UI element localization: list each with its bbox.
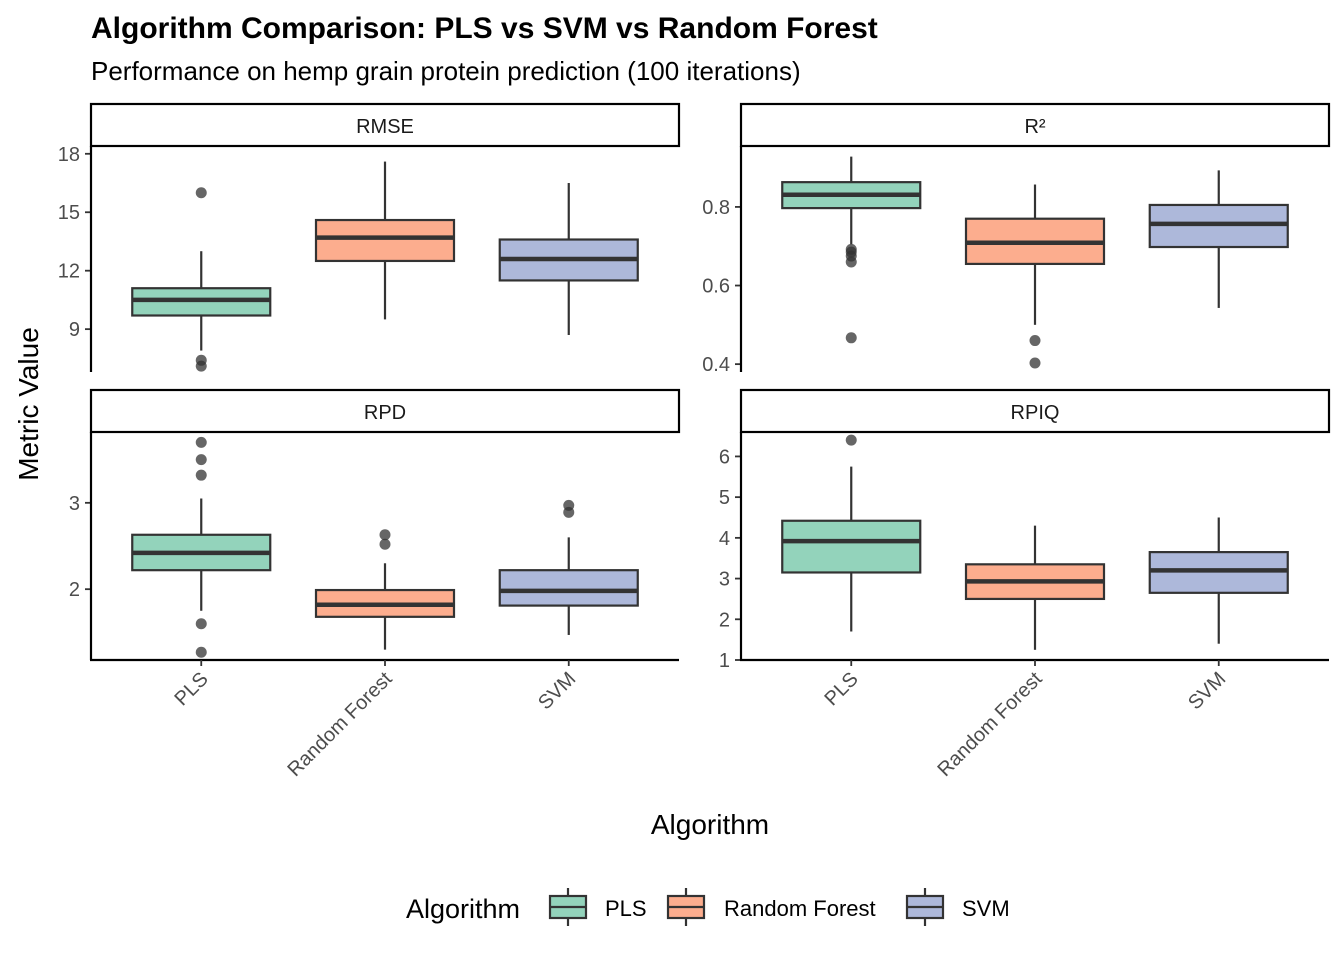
- outlier-point: [845, 332, 857, 344]
- y-axis-title: Metric Value: [13, 327, 44, 481]
- legend-label: Random Forest: [724, 896, 876, 921]
- y-tick-label: 2: [69, 579, 80, 601]
- box-random-forest: [964, 184, 1106, 369]
- x-tick-label: SVM: [1184, 668, 1230, 714]
- legend-entry-random-forest: Random Forest: [666, 888, 876, 926]
- box-random-forest: [314, 529, 456, 650]
- facet-strip-label: RPD: [364, 402, 406, 424]
- x-tick-label: PLS: [820, 668, 862, 710]
- y-tick-label: 2: [719, 609, 730, 631]
- outlier-point: [195, 454, 207, 466]
- y-tick-label: 0.4: [702, 354, 730, 376]
- box-iqr: [498, 569, 639, 607]
- x-axis-ticks: PLS Random Forest SVM PLS Random Forest SVM: [170, 660, 1230, 781]
- facet-r-squared: R² 0.4 0.6 0.8: [702, 102, 1331, 376]
- y-tick-label: 4: [719, 528, 730, 550]
- box-iqr: [781, 519, 922, 574]
- box-svm: [498, 183, 639, 335]
- box-iqr: [314, 218, 456, 263]
- outlier-point: [195, 360, 207, 372]
- legend-entry-pls: PLS: [548, 888, 647, 926]
- chart-title: Algorithm Comparison: PLS vs SVM vs Rand…: [91, 12, 878, 45]
- outlier-point: [379, 529, 391, 541]
- facet-strip: [739, 388, 1331, 434]
- chart-subtitle: Performance on hemp grain protein predic…: [91, 56, 801, 86]
- y-tick-label: 12: [58, 261, 80, 283]
- y-tick-label: 3: [69, 493, 80, 515]
- y-tick-label: 3: [719, 569, 730, 591]
- facet-strip-label: RPIQ: [1011, 402, 1060, 424]
- y-tick-label: 6: [719, 446, 730, 468]
- box-svm: [498, 499, 639, 635]
- facet-rpiq: RPIQ 1 2 3 4 5 6: [719, 388, 1331, 672]
- facet-rpd: RPD 2 3: [69, 388, 681, 662]
- box-pls: [781, 434, 922, 632]
- outlier-point: [195, 618, 207, 630]
- y-tick-label: 0.8: [702, 197, 730, 219]
- box-pls: [131, 187, 272, 372]
- legend-label: PLS: [605, 896, 647, 921]
- y-tick-label: 18: [58, 144, 80, 166]
- outlier-point: [1029, 357, 1041, 369]
- legend: Algorithm PLS Random Forest SVM: [406, 888, 1010, 926]
- legend-label: SVM: [962, 896, 1010, 921]
- box-svm: [1148, 517, 1289, 644]
- y-tick-label: 1: [719, 650, 730, 672]
- facet-strip-label: RMSE: [356, 116, 414, 138]
- y-tick-label: 15: [58, 202, 80, 224]
- outlier-point: [195, 469, 207, 481]
- outlier-point: [845, 434, 857, 446]
- box-svm: [1148, 170, 1289, 308]
- facet-strip: [739, 102, 1331, 148]
- outlier-point: [845, 256, 857, 268]
- x-tick-label: SVM: [534, 668, 580, 714]
- x-tick-label: Random Forest: [284, 668, 397, 781]
- legend-entry-svm: SVM: [905, 888, 1010, 926]
- facet-strip-label: R²: [1024, 116, 1045, 138]
- x-tick-label: PLS: [170, 668, 212, 710]
- y-tick-label: 9: [69, 319, 80, 341]
- box-random-forest: [964, 525, 1106, 650]
- outlier-point: [195, 646, 207, 658]
- outlier-point: [195, 187, 207, 199]
- outlier-point: [195, 436, 207, 448]
- x-axis-title: Algorithm: [651, 809, 769, 840]
- y-tick-label: 5: [719, 487, 730, 509]
- x-tick-label: Random Forest: [934, 668, 1047, 781]
- legend-title: Algorithm: [406, 894, 520, 924]
- box-pls: [131, 436, 272, 658]
- outlier-point: [563, 506, 575, 518]
- outlier-point: [379, 538, 391, 550]
- facet-strip: [89, 102, 681, 148]
- facet-rmse: RMSE 9 12 15 18: [58, 102, 681, 372]
- box-pls: [781, 156, 922, 344]
- outlier-point: [1029, 335, 1041, 347]
- box-random-forest: [314, 161, 456, 320]
- y-tick-label: 0.6: [702, 276, 730, 298]
- facet-strip: [89, 388, 681, 434]
